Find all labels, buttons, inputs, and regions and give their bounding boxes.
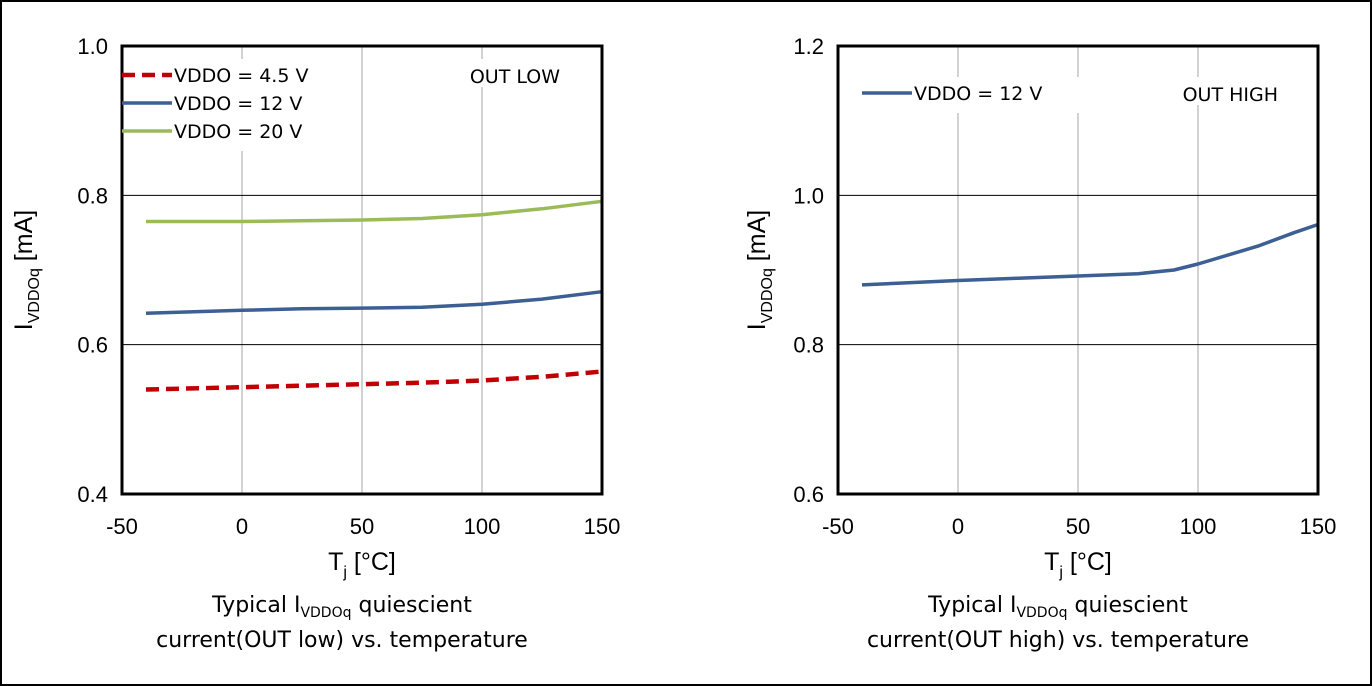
caption-prefix: Typical I bbox=[927, 593, 1016, 618]
x-axis-label-subscript: j bbox=[1058, 564, 1063, 581]
x-axis-label-main: T bbox=[1044, 548, 1059, 576]
chart-caption-line-2: current(OUT high) vs. temperature bbox=[867, 628, 1249, 653]
x-axis-label-unit: [°C] bbox=[1063, 548, 1112, 576]
series-line-2 bbox=[145, 289, 603, 316]
y-tick-label: 0.8 bbox=[77, 183, 108, 208]
x-axis-label-main: T bbox=[328, 548, 343, 576]
y-tick-label: 0.8 bbox=[793, 333, 824, 358]
x-axis-label: Tj [°C] bbox=[328, 548, 396, 581]
caption-subscript: VDDOq bbox=[1016, 605, 1067, 621]
legend-background bbox=[858, 77, 1083, 113]
chart-annotation: OUT LOW bbox=[470, 66, 560, 88]
x-axis-label-subscript: j bbox=[342, 564, 347, 581]
x-tick-label: 0 bbox=[952, 514, 964, 539]
y-tick-label: 1.0 bbox=[793, 183, 824, 208]
series-line-1 bbox=[145, 369, 603, 392]
caption-subscript: VDDOq bbox=[300, 605, 351, 621]
y-axis-label-unit: [mA] bbox=[10, 210, 38, 268]
x-tick-label: 150 bbox=[584, 514, 621, 539]
y-axis-label-main: I bbox=[743, 323, 771, 330]
x-tick-label: 100 bbox=[1180, 514, 1217, 539]
x-tick-label: 50 bbox=[350, 514, 374, 539]
x-axis-label: Tj [°C] bbox=[1044, 548, 1112, 581]
y-tick-label: 0.6 bbox=[77, 333, 108, 358]
x-tick-label: 150 bbox=[1300, 514, 1337, 539]
x-tick-label: 100 bbox=[464, 514, 501, 539]
y-tick-label: 0.6 bbox=[793, 482, 824, 507]
plot-area-frame bbox=[120, 44, 604, 496]
chart-annotation: OUT HIGH bbox=[1183, 84, 1278, 106]
caption-prefix: Typical I bbox=[211, 593, 300, 618]
x-tick-label: -50 bbox=[822, 514, 854, 539]
legend-label: VDDO = 4.5 V bbox=[174, 65, 308, 87]
annotation-background bbox=[1163, 77, 1281, 105]
y-tick-label: 0.4 bbox=[77, 482, 108, 507]
legend-background bbox=[118, 59, 343, 151]
x-tick-label: 50 bbox=[1066, 514, 1090, 539]
caption-suffix: quiescient bbox=[352, 593, 473, 618]
x-tick-label: 0 bbox=[236, 514, 248, 539]
y-tick-label: 1.0 bbox=[77, 34, 108, 59]
y-tick-label: 1.2 bbox=[793, 34, 824, 59]
y-axis-label-main: I bbox=[10, 323, 38, 330]
legend-label: VDDO = 12 V bbox=[914, 83, 1042, 105]
y-axis-label-unit: [mA] bbox=[743, 210, 771, 268]
plot-area-frame bbox=[836, 44, 1320, 496]
x-axis-label-unit: [°C] bbox=[347, 548, 396, 576]
chart-caption-line-2: current(OUT low) vs. temperature bbox=[156, 628, 528, 653]
y-axis-label-subscript: VDDOq bbox=[759, 268, 776, 323]
y-axis-label: IVDDOq [mA] bbox=[10, 210, 43, 330]
caption-suffix: quiescient bbox=[1068, 593, 1189, 618]
legend-label: VDDO = 20 V bbox=[174, 121, 302, 143]
legend-label: VDDO = 12 V bbox=[174, 93, 302, 115]
series-line-3 bbox=[146, 199, 603, 224]
y-axis-label: IVDDOq [mA] bbox=[743, 210, 776, 330]
annotation-background bbox=[445, 59, 563, 87]
x-tick-label: -50 bbox=[106, 514, 138, 539]
y-axis-label-subscript: VDDOq bbox=[26, 268, 43, 323]
series-line-1 bbox=[861, 222, 1319, 287]
chart-caption-line-1: Typical IVDDOq quiescient bbox=[211, 593, 472, 621]
chart-caption-line-1: Typical IVDDOq quiescient bbox=[927, 593, 1188, 621]
